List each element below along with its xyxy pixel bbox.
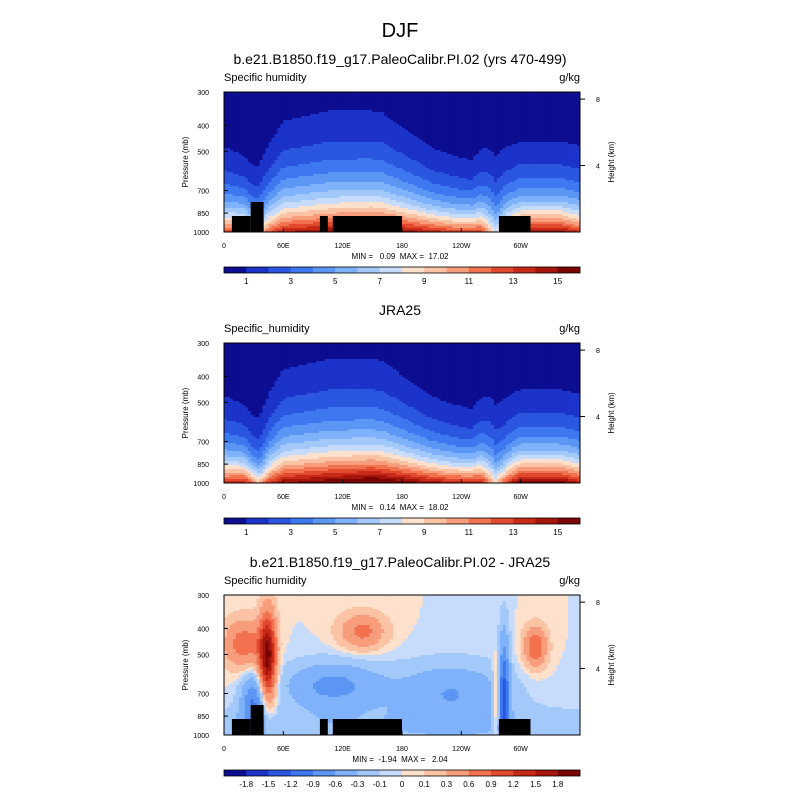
heatmap-field — [224, 92, 580, 232]
units-label: g/kg — [559, 72, 580, 84]
variable-label: Specific humidity — [224, 72, 307, 84]
page-title: DJF — [382, 20, 419, 42]
chart-title: b.e21.B1850.f19_g17.PaleoCalibr.PI.02 (y… — [233, 51, 566, 67]
chart-panel-1: b.e21.B1850.f19_g17.PaleoCalibr.PI.02 (y… — [181, 51, 616, 286]
